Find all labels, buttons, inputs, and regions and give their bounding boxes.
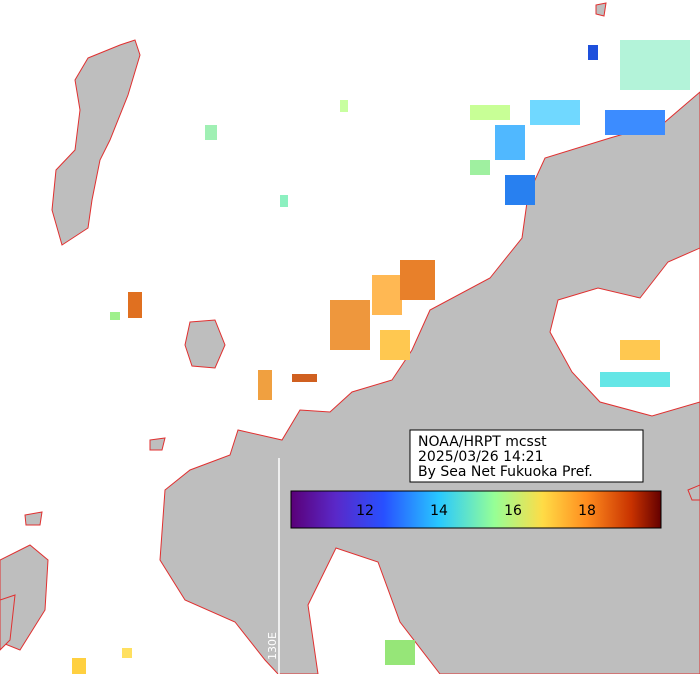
info-line: 2025/03/26 14:21 [418, 449, 544, 465]
info-box: NOAA/HRPT mcsst 2025/03/26 14:21 By Sea … [409, 429, 644, 483]
info-line: By Sea Net Fukuoka Pref. [418, 464, 593, 480]
colorbar-tick-label: 14 [430, 503, 448, 519]
info-line: NOAA/HRPT mcsst [418, 434, 547, 450]
colorbar-tick-label: 18 [578, 503, 596, 519]
colorbar-scale [290, 490, 662, 529]
colorbar: 12 14 16 18 [290, 490, 662, 529]
colorbar-tick-label: 16 [504, 503, 522, 519]
meridian-label: 130E [266, 632, 279, 660]
sst-pixels [72, 40, 690, 674]
colorbar-tick-label: 12 [356, 503, 374, 519]
